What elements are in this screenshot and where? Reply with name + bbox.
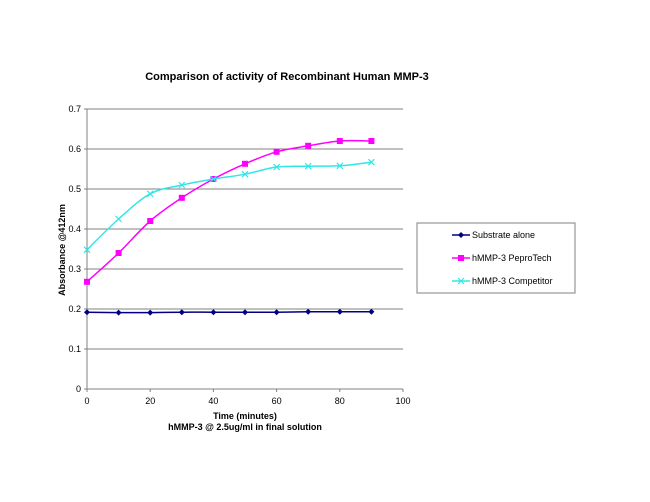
gridlines bbox=[87, 108, 403, 350]
legend-item: hMMP-3 PeproTech bbox=[452, 253, 552, 263]
x-tick-label: 60 bbox=[272, 396, 282, 406]
diamond-marker bbox=[115, 309, 122, 316]
y-tick-label: 0.1 bbox=[68, 344, 81, 354]
square-marker bbox=[305, 142, 312, 149]
x-marker bbox=[336, 162, 344, 170]
x-marker bbox=[367, 158, 375, 166]
legend-label: Substrate alone bbox=[472, 230, 535, 240]
diamond-marker bbox=[458, 232, 464, 238]
x-tick-label: 20 bbox=[145, 396, 155, 406]
square-marker bbox=[115, 250, 122, 256]
legend-label: hMMP-3 Competitor bbox=[472, 276, 553, 286]
x-tick-label: 40 bbox=[208, 396, 218, 406]
diamond-marker bbox=[178, 309, 185, 316]
diamond-marker bbox=[273, 309, 280, 316]
x-marker bbox=[304, 162, 312, 170]
y-tick-label: 0.6 bbox=[68, 144, 81, 154]
square-marker bbox=[84, 278, 90, 285]
x-tick-label: 100 bbox=[395, 396, 410, 406]
x-marker bbox=[273, 163, 281, 171]
diamond-marker bbox=[336, 308, 343, 315]
diamond-marker bbox=[210, 309, 217, 316]
series-line bbox=[86, 139, 372, 283]
x-marker bbox=[209, 175, 217, 183]
legend-box bbox=[416, 222, 576, 294]
x-marker bbox=[146, 190, 154, 198]
series-line bbox=[86, 311, 372, 314]
chart-title: Comparison of activity of Recombinant Hu… bbox=[145, 71, 429, 83]
legend-item: hMMP-3 Competitor bbox=[452, 276, 553, 286]
legend: Substrate alone hMMP-3 PeproTech hMMP-3 Co… bbox=[416, 222, 576, 294]
square-marker bbox=[458, 255, 464, 261]
y-tick-label: 0.7 bbox=[68, 104, 81, 114]
y-tick-label: 0 bbox=[76, 384, 81, 394]
x-axis-label: Time (minutes) bbox=[213, 411, 277, 421]
x-tick-label: 0 bbox=[84, 396, 89, 406]
series-substrate-alone bbox=[84, 308, 375, 316]
square-marker bbox=[147, 218, 154, 224]
x-marker bbox=[115, 215, 123, 223]
diamond-marker bbox=[368, 308, 375, 315]
x-axis-ticks: 0 20 40 60 80 100 bbox=[84, 389, 411, 406]
diamond-marker bbox=[305, 308, 312, 315]
y-tick-label: 0.5 bbox=[68, 184, 81, 194]
diamond-marker bbox=[147, 309, 154, 316]
square-marker bbox=[273, 148, 280, 155]
legend-item: Substrate alone bbox=[452, 230, 535, 240]
series-hmmp-3-competitor bbox=[83, 158, 375, 254]
y-axis-label: Absorbance @412nm bbox=[57, 204, 67, 296]
y-tick-label: 0.4 bbox=[68, 224, 81, 234]
x-marker bbox=[241, 170, 249, 178]
x-marker bbox=[457, 277, 465, 285]
axes bbox=[86, 109, 403, 390]
x-axis-sublabel: hMMP-3 @ 2.5ug/ml in final solution bbox=[168, 422, 322, 432]
data-series bbox=[83, 138, 375, 316]
y-tick-label: 0.2 bbox=[68, 304, 81, 314]
square-marker bbox=[178, 194, 185, 201]
x-marker bbox=[83, 246, 91, 254]
y-axis-ticks: 0 0.1 0.2 0.3 0.4 0.5 0.6 0.7 bbox=[68, 104, 87, 394]
diamond-marker bbox=[84, 309, 90, 316]
diamond-marker bbox=[242, 309, 248, 316]
x-marker bbox=[178, 181, 186, 189]
x-tick-label: 80 bbox=[335, 396, 345, 406]
series-hmmp-3-peprotech bbox=[84, 138, 375, 285]
y-tick-label: 0.3 bbox=[68, 264, 81, 274]
series-line bbox=[86, 161, 372, 251]
square-marker bbox=[242, 160, 248, 167]
square-marker bbox=[336, 138, 343, 144]
legend-label: hMMP-3 PeproTech bbox=[472, 253, 552, 263]
square-marker bbox=[368, 138, 375, 144]
